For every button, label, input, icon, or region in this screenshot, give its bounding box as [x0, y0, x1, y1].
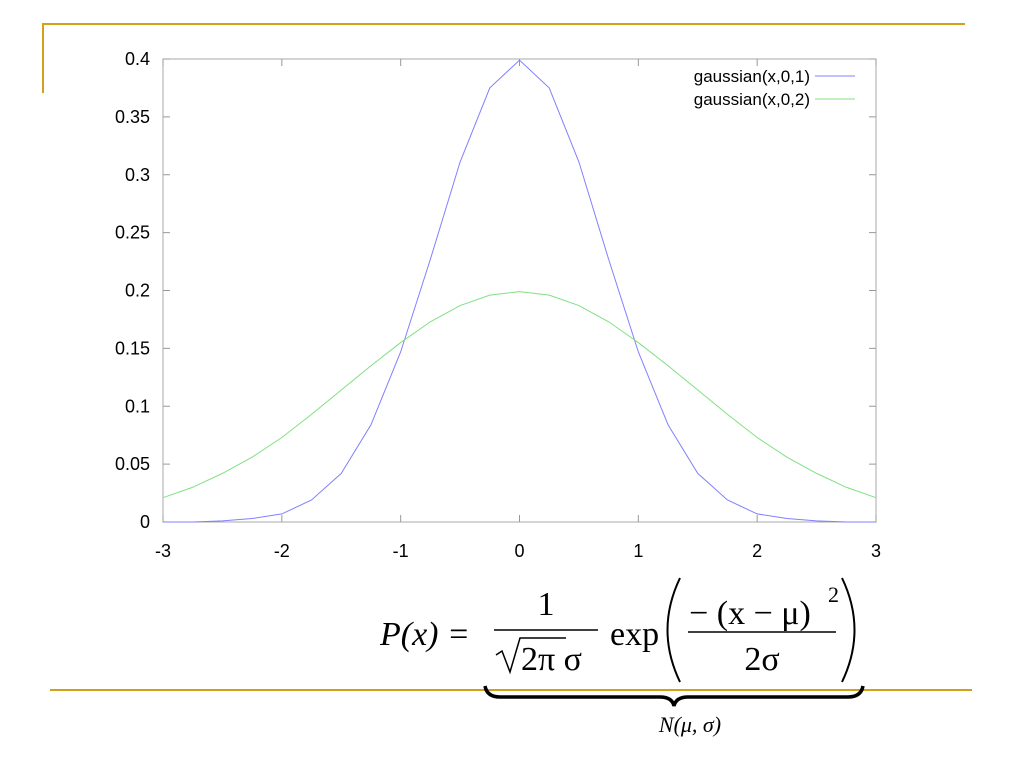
y-tick-label: 0.3: [125, 165, 150, 185]
legend-label: gaussian(x,0,2): [694, 90, 810, 109]
formula-denominator: 2π σ: [521, 641, 582, 678]
left-paren: [666, 577, 681, 683]
exponent: 2: [828, 582, 839, 607]
series-line: [162, 291, 877, 499]
x-tick-label: 0: [514, 541, 524, 561]
formula: P(x) = 1 2π σ exp − (x − μ) 2 2σ: [379, 577, 856, 683]
y-tick-label: 0.2: [125, 281, 150, 301]
series-line: [163, 59, 876, 523]
formula-numerator: 1: [538, 586, 555, 623]
x-tick-label: -2: [274, 541, 290, 561]
y-tick-label: 0.4: [125, 49, 150, 69]
formula-function: exp: [610, 616, 659, 653]
y-tick-label: 0.35: [115, 107, 150, 127]
x-tick-label: 2: [752, 541, 762, 561]
plot-frame: [162, 58, 877, 523]
y-tick-label: 0.15: [115, 338, 150, 358]
x-tick-label: 1: [633, 541, 643, 561]
plot: 0 0.05 0.1 0.15 0.2 0.25 0.3 0.35 0.4 -3 -2 -1 0 1 2 3 g…: [115, 49, 881, 561]
right-paren: [841, 577, 856, 683]
legend-label: gaussian(x,0,1): [694, 67, 810, 86]
exp-numerator: − (x − μ): [689, 595, 811, 632]
x-tick-label: -3: [155, 541, 171, 561]
y-tick-label: 0: [140, 512, 150, 532]
y-tick-label: 0.1: [125, 396, 150, 416]
x-tick-label: 3: [871, 541, 881, 561]
brace: [483, 685, 865, 707]
sqrt-sign: [495, 637, 566, 675]
y-tick-label: 0.25: [115, 223, 150, 243]
exp-denominator: 2σ: [744, 641, 779, 678]
y-tick-label: 0.05: [115, 454, 150, 474]
brace-label: N(μ, σ): [658, 712, 721, 737]
x-tick-label: -1: [393, 541, 409, 561]
formula-lhs: P(x) =: [379, 616, 470, 653]
